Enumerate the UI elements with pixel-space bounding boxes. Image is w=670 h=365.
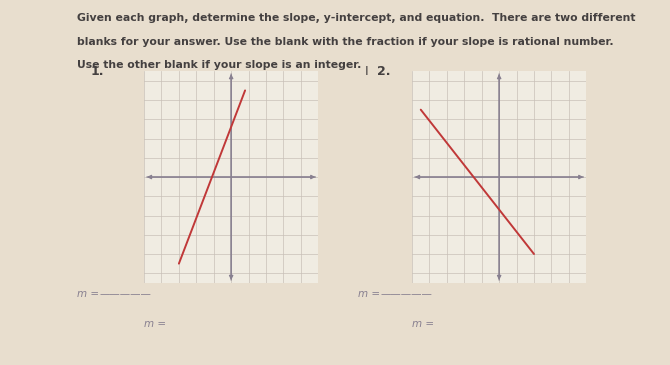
Text: —————: ————— bbox=[381, 289, 432, 299]
Text: 1.: 1. bbox=[90, 65, 104, 78]
Text: m =: m = bbox=[412, 319, 438, 328]
Text: 2.: 2. bbox=[377, 65, 391, 78]
Text: blanks for your answer. Use the blank with the fraction if your slope is rationa: blanks for your answer. Use the blank wi… bbox=[77, 36, 614, 46]
Text: m =: m = bbox=[144, 319, 170, 328]
Text: —————: ————— bbox=[99, 289, 151, 299]
Text: m =: m = bbox=[77, 289, 103, 299]
Text: Given each graph, determine the slope, y-intercept, and equation.  There are two: Given each graph, determine the slope, y… bbox=[77, 13, 636, 23]
Text: I: I bbox=[365, 65, 369, 78]
Text: m =: m = bbox=[358, 289, 384, 299]
Text: Use the other blank if your slope is an integer.: Use the other blank if your slope is an … bbox=[77, 60, 361, 70]
